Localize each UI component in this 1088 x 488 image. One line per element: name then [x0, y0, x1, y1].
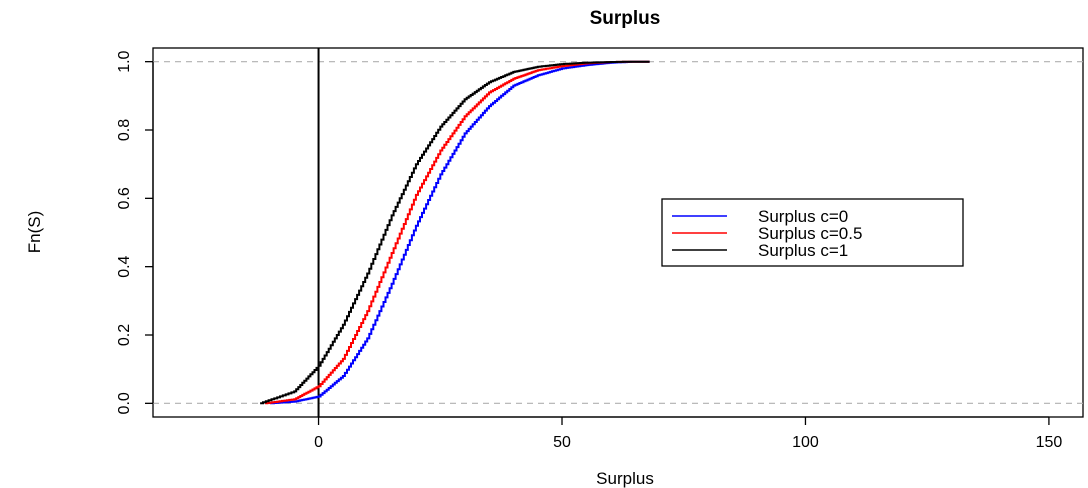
y-tick-label: 0.8 — [116, 119, 133, 141]
series-line-0 — [269, 60, 650, 405]
y-axis-label: Fn(S) — [25, 211, 44, 254]
series-line-2 — [260, 60, 650, 405]
y-tick-label: 0.2 — [116, 324, 133, 346]
x-tick-label: 0 — [314, 434, 323, 451]
legend-label: Surplus c=0 — [758, 207, 848, 226]
y-axis: 0.0 0.2 0.4 0.6 0.8 1.0 — [116, 50, 154, 414]
x-axis-label: Surplus — [596, 469, 654, 488]
y-tick-label: 0.6 — [116, 187, 133, 209]
legend-label: Surplus c=1 — [758, 241, 848, 260]
y-tick-label: 1.0 — [116, 50, 133, 72]
legend-label: Surplus c=0.5 — [758, 224, 862, 243]
y-tick-label: 0.0 — [116, 392, 133, 414]
x-tick-label: 150 — [1036, 434, 1063, 451]
x-tick-label: 100 — [792, 434, 819, 451]
series-lines — [260, 60, 650, 405]
x-axis: 0 50 100 150 — [314, 416, 1063, 451]
chart-title: Surplus — [590, 8, 661, 29]
x-tick-label: 50 — [553, 434, 571, 451]
series-line-1 — [265, 60, 650, 405]
y-tick-label: 0.4 — [116, 255, 133, 277]
